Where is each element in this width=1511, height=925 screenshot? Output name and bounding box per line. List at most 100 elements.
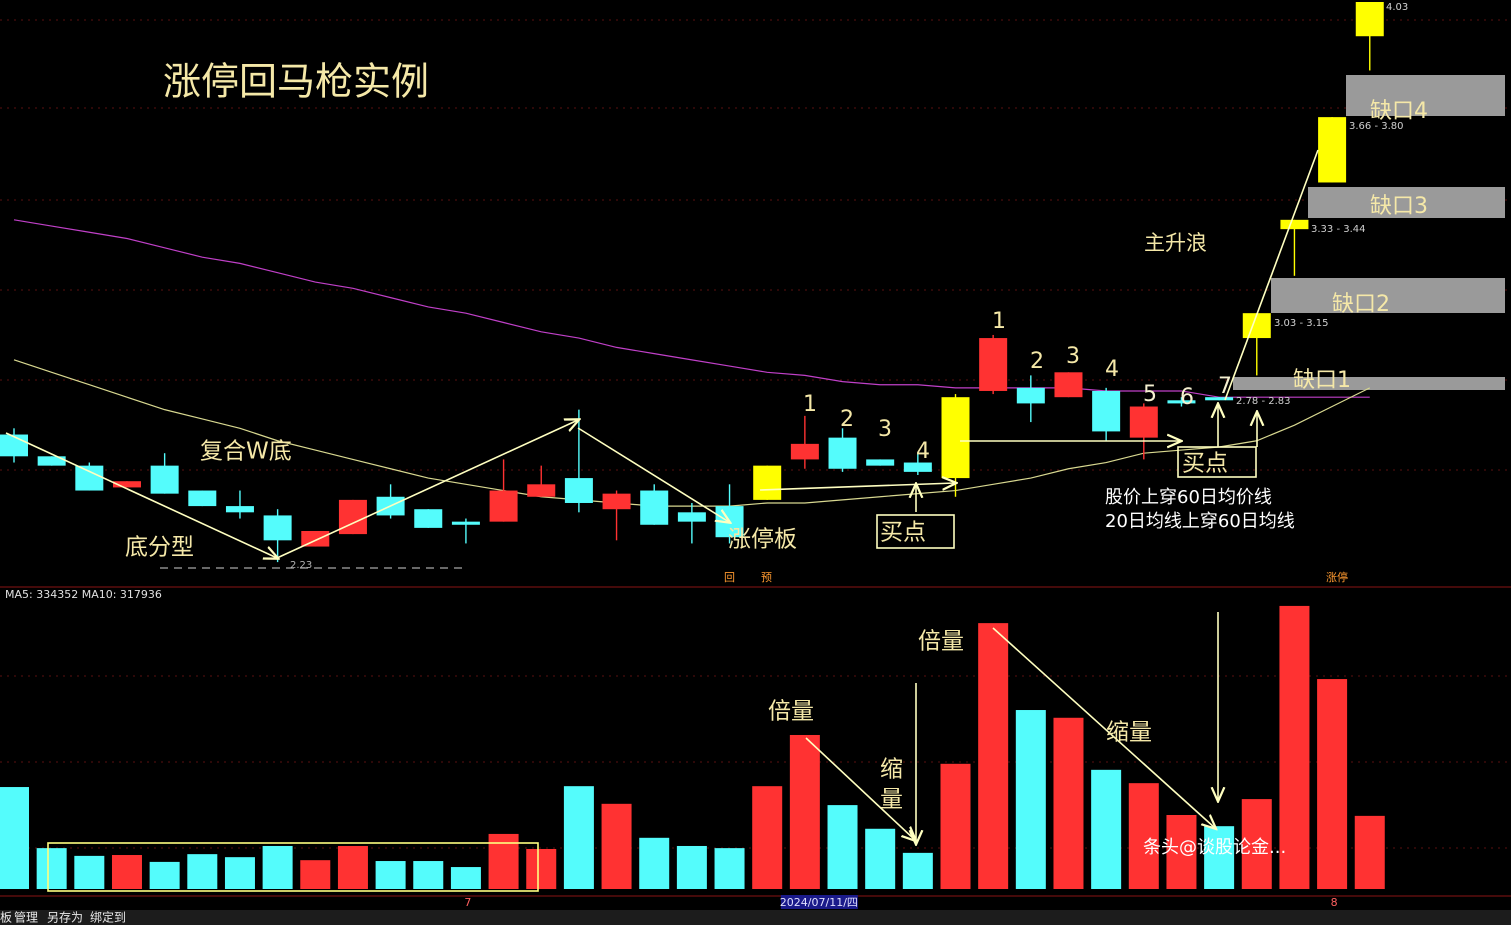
candle-body [37, 456, 66, 466]
volume-bar [789, 734, 820, 889]
toolbar-button[interactable]: 另存为 [47, 911, 83, 925]
volume-bar [1279, 605, 1310, 889]
annotation-lines [5, 149, 1319, 892]
toolbar-button[interactable]: 板 [0, 911, 12, 925]
candle-body [112, 481, 141, 488]
candle-body [677, 512, 706, 522]
volume-bar [1091, 769, 1122, 889]
volume-bar [187, 854, 218, 889]
annotation: 条头@谈股论金... [1143, 837, 1286, 858]
annotation: 2.23 [290, 560, 312, 571]
annotation: 2 [1030, 349, 1044, 374]
volume-bar [262, 845, 293, 889]
toolbar-button[interactable]: 管理 [14, 910, 38, 925]
candle-body [790, 443, 819, 460]
candle-body [941, 397, 970, 479]
annotation: 涨停 [1326, 570, 1348, 584]
annotation: 股价上穿60日均价线 [1105, 487, 1272, 508]
volume-bar [111, 855, 142, 889]
volume-bar [1354, 815, 1385, 889]
candle-body [263, 515, 292, 541]
volume-bar [563, 786, 594, 889]
volume-bar [450, 867, 481, 889]
annotation: 7 [1218, 374, 1232, 399]
volume-bar [601, 803, 632, 889]
candle-body [188, 490, 217, 507]
annotation: 复合W底 [200, 439, 292, 465]
candle-body [225, 506, 254, 513]
volume-bar [676, 845, 707, 889]
annotation: 4 [916, 439, 930, 464]
annotation: 1 [803, 392, 817, 417]
annotation: 3.03 - 3.15 [1274, 318, 1329, 329]
annotation: 回 [724, 571, 735, 584]
candle-body [414, 509, 443, 528]
volume-bar [865, 828, 896, 889]
volume-bar [714, 848, 745, 889]
annotation: 缩量 [1106, 720, 1152, 746]
x-tick-label: 8 [1331, 896, 1338, 909]
annotation: 倍量 [768, 699, 814, 725]
marks [0, 2, 1385, 889]
volume-bar [1204, 826, 1235, 889]
volume-bar [1053, 717, 1084, 889]
volume-bar [940, 763, 971, 889]
candle-body [1242, 313, 1271, 339]
volume-legend: MA5: 334352 MA10: 317936 [5, 588, 162, 601]
candle-body [338, 499, 367, 535]
candle-body [489, 490, 518, 522]
volume-bar [1241, 799, 1272, 889]
volume-bar [827, 805, 858, 889]
volume-bar [1128, 783, 1159, 889]
candle-body [1318, 117, 1347, 183]
annotation: 3 [1066, 344, 1080, 369]
volume-bar [74, 855, 105, 889]
volume-bar [978, 623, 1009, 889]
candle-body [866, 459, 895, 466]
candle-body [828, 437, 857, 469]
toolbar [0, 910, 1511, 925]
annotation: 买点 [1182, 451, 1228, 477]
volume-bar [488, 833, 519, 889]
annotation: 1 [992, 309, 1006, 334]
candle-body [564, 478, 593, 503]
candle-body [150, 465, 179, 494]
candle-body [1054, 372, 1083, 398]
annotation: 3 [878, 417, 892, 442]
volume-bar [149, 861, 180, 889]
annotation: 5 [1143, 382, 1157, 407]
annotation: 20日均线上穿60日均线 [1105, 511, 1295, 532]
candle-body [75, 465, 104, 491]
candle-body [1167, 400, 1196, 404]
candle-body [903, 462, 932, 472]
annotation: 涨停板 [728, 527, 797, 553]
annotation: 4 [1105, 357, 1119, 382]
annotation: 预 [761, 571, 772, 584]
toolbar-button[interactable]: 绑定到 [90, 910, 126, 925]
volume-bar [36, 848, 67, 889]
annotation: 3.33 - 3.44 [1311, 224, 1366, 235]
date-highlight [780, 895, 858, 909]
volume-bar [526, 848, 557, 889]
volume-bar [639, 837, 670, 889]
gap-boxes [1233, 75, 1505, 390]
annotation: 2.78 - 2.83 [1236, 396, 1291, 407]
annotation: 倍量 [918, 629, 964, 655]
candle-body [0, 434, 28, 457]
annotation: 缺口2 [1332, 292, 1390, 317]
moving-average-line [13, 219, 1370, 398]
annotation: 主升浪 [1144, 231, 1207, 255]
chart-title: 涨停回马枪实例 [163, 60, 429, 104]
annotation: 缺口1 [1293, 368, 1351, 393]
annotation: 底分型 [125, 535, 194, 561]
candle-body [1016, 387, 1045, 404]
volume-bar [902, 852, 933, 889]
volume-bar [224, 857, 255, 889]
annotation: 缺口3 [1370, 194, 1428, 219]
annotation: 缩 [880, 757, 903, 783]
volume-bar [752, 786, 783, 889]
annotation: 买点 [880, 520, 926, 546]
candle-body [753, 465, 782, 500]
